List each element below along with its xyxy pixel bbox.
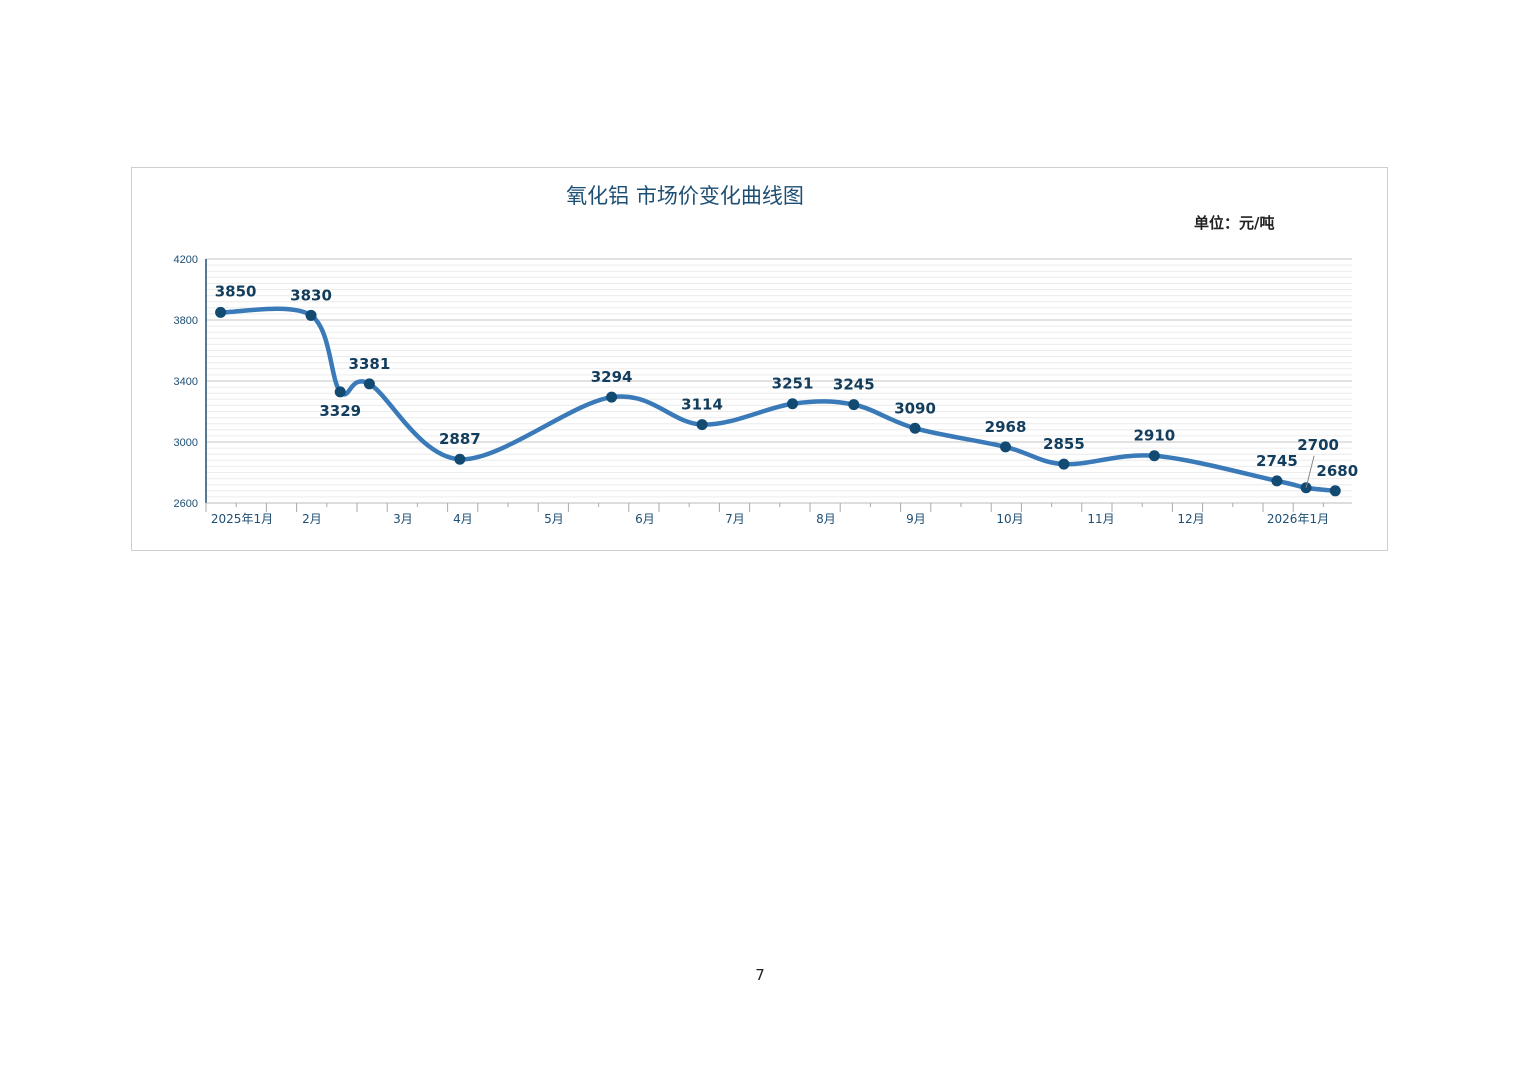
data-point (787, 398, 799, 410)
y-tick-label: 3000 (174, 437, 198, 449)
data-label: 2680 (1316, 462, 1358, 480)
data-label: 2887 (439, 430, 481, 448)
data-point (606, 391, 618, 403)
page-number: 7 (755, 966, 765, 984)
data-point (363, 378, 375, 390)
data-point (1000, 441, 1012, 453)
chart-title: 氧化铝 市场价变化曲线图 (566, 184, 804, 208)
data-label: 3114 (681, 396, 723, 414)
data-point (1271, 475, 1283, 487)
x-tick-label: 3月 (393, 512, 413, 526)
data-label: 3381 (349, 355, 391, 373)
x-tick-label: 7月 (725, 512, 745, 526)
data-point (848, 399, 860, 411)
x-tick-label: 2025年1月 (211, 512, 273, 526)
data-point (1058, 458, 1070, 470)
data-label: 3329 (319, 402, 361, 420)
x-tick-label: 5月 (544, 512, 564, 526)
data-label: 3850 (215, 282, 257, 300)
data-label: 2855 (1043, 435, 1085, 453)
x-tick-label: 8月 (816, 512, 836, 526)
y-tick-label: 3800 (174, 315, 198, 327)
data-label: 3251 (772, 375, 814, 393)
data-point (1329, 485, 1341, 497)
chart-frame (131, 167, 1388, 551)
y-tick-label: 3400 (174, 376, 198, 388)
data-label: 2700 (1297, 436, 1339, 454)
data-label: 3830 (290, 286, 332, 304)
data-point (215, 306, 227, 318)
data-label: 2745 (1256, 452, 1298, 470)
data-point (909, 422, 921, 434)
x-tick-label: 2026年1月 (1267, 512, 1329, 526)
leader-line (1305, 455, 1315, 488)
data-label: 3294 (591, 368, 633, 386)
data-point (1148, 450, 1160, 462)
data-label: 3090 (894, 399, 936, 417)
x-tick-label: 2月 (302, 512, 322, 526)
data-point (454, 453, 466, 465)
x-tick-label: 9月 (906, 512, 926, 526)
x-tick-label: 11月 (1087, 512, 1114, 526)
x-tick-label: 4月 (453, 512, 473, 526)
data-point (305, 309, 317, 321)
x-tick-label: 6月 (635, 512, 655, 526)
unit-label: 单位：元/吨 (1194, 214, 1275, 232)
y-tick-label: 2600 (174, 498, 198, 510)
x-tick-label: 10月 (996, 512, 1023, 526)
y-tick-label: 4200 (174, 254, 198, 266)
data-point (334, 386, 346, 398)
data-label: 2968 (985, 418, 1027, 436)
data-label: 3245 (833, 376, 875, 394)
x-tick-label: 12月 (1177, 512, 1204, 526)
data-point (696, 419, 708, 431)
data-label: 2910 (1133, 427, 1175, 445)
